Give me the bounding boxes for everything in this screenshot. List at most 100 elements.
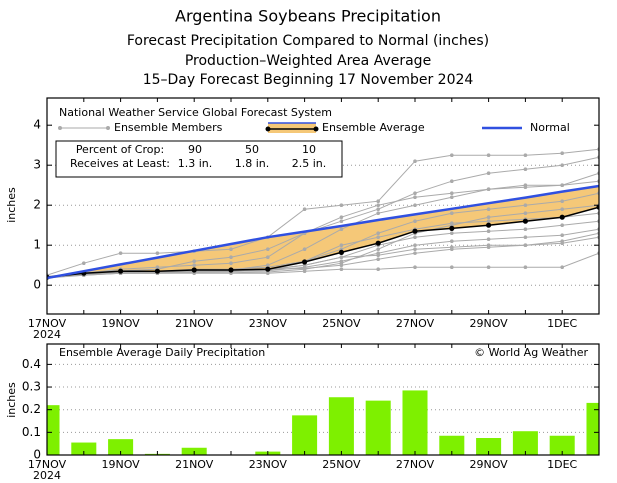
average-point [228, 267, 234, 273]
crop-table-cell: 2.5 in. [292, 157, 327, 170]
crop-table-box [55, 140, 343, 178]
average-point [338, 249, 344, 255]
member-point [486, 207, 491, 211]
x-tick-label: 17NOV [28, 458, 67, 471]
member-point [413, 203, 417, 207]
member-point [413, 195, 417, 199]
crop-table-cell: 10 [302, 143, 316, 156]
member-point [486, 171, 491, 175]
plot-frame [46, 343, 600, 456]
member-point [192, 263, 196, 268]
x-tick-label: 1DEC [547, 317, 577, 330]
member-point [523, 235, 528, 239]
y-axis-title: inches [5, 382, 18, 418]
member-point [339, 215, 344, 219]
member-point [376, 203, 381, 207]
crop-table-cell: 90 [188, 143, 202, 156]
chart-title: Argentina Soybeans Precipitation [175, 7, 441, 26]
x-tick-label: 21NOV [175, 458, 214, 471]
member-point [523, 167, 528, 171]
legend-swatch [313, 126, 319, 132]
bar [328, 397, 354, 455]
member-point [302, 207, 307, 211]
member-point [560, 265, 564, 270]
member-point [486, 187, 491, 191]
plot-frame [46, 97, 600, 315]
member-point [376, 235, 381, 239]
legend-swatch [268, 123, 316, 133]
member-point [523, 183, 528, 187]
average-point [302, 259, 308, 265]
member-point [523, 211, 528, 215]
member-point [486, 153, 491, 157]
member-point [229, 261, 233, 266]
member-point [376, 231, 381, 235]
member-point [339, 243, 344, 247]
member-point [450, 191, 454, 195]
average-point [522, 218, 529, 224]
overlay: National Weather Service Global Forecast… [52, 103, 592, 359]
bar [549, 435, 575, 455]
bar [402, 390, 428, 455]
chart-subtitle: Forecast Precipitation Compared to Norma… [127, 33, 489, 49]
member-point [376, 253, 381, 257]
member-point [486, 215, 491, 219]
average-point [449, 225, 455, 231]
average-point [412, 228, 418, 234]
member-point [155, 251, 160, 255]
legend-background [52, 103, 592, 136]
member-point [560, 183, 564, 187]
member-point [229, 247, 233, 251]
y-tick-label: 0.4 [22, 357, 41, 371]
legend-label: Ensemble Average [322, 121, 425, 134]
member-line [47, 232, 599, 278]
member-point [450, 231, 454, 235]
legend-swatch [106, 126, 110, 130]
crop-table-cell: Percent of Crop: [76, 143, 164, 156]
member-point [486, 229, 491, 233]
member-point [450, 179, 454, 183]
panel-title: Ensemble Average Daily Precipitation [59, 346, 265, 359]
x-tick-label: 29NOV [469, 317, 508, 330]
member-point [560, 151, 564, 155]
member-point [339, 203, 344, 207]
member-line [47, 148, 599, 276]
member-point [302, 247, 307, 251]
credit: © World Ag Weather [474, 346, 588, 359]
member-point [560, 207, 564, 211]
member-point [376, 207, 381, 211]
x-tick-label: 23NOV [249, 317, 288, 330]
crop-table-cell: Receives at Least: [70, 157, 170, 170]
plot-area [47, 363, 599, 455]
y-tick-label: 1 [33, 238, 41, 252]
crop-table-cell: 1.3 in. [178, 157, 213, 170]
member-point [523, 203, 528, 207]
member-point [486, 265, 491, 270]
member-point [450, 239, 454, 243]
bar [108, 439, 134, 455]
member-point [266, 263, 270, 268]
average-point [191, 267, 197, 273]
legend-swatch [265, 126, 271, 132]
bar [365, 400, 391, 455]
x-tick-label: 23NOV [249, 458, 288, 471]
average-point [559, 214, 565, 220]
y-tick-label: 0 [33, 278, 41, 292]
member-line [47, 156, 599, 277]
member-point [376, 267, 381, 272]
crop-table-cell: 50 [245, 143, 259, 156]
member-point [560, 223, 564, 227]
bar [47, 405, 60, 455]
x-tick-label: 19NOV [101, 458, 140, 471]
member-point [413, 243, 417, 247]
member-point [523, 153, 528, 157]
crop-table-cell: 1.8 in. [235, 157, 270, 170]
member-point [560, 163, 564, 167]
y-tick-label: 3 [33, 158, 41, 172]
normal-line [47, 184, 599, 280]
member-point [413, 247, 417, 251]
member-point [413, 219, 417, 223]
member-point [450, 153, 454, 157]
legend-label: Ensemble Members [114, 121, 223, 134]
